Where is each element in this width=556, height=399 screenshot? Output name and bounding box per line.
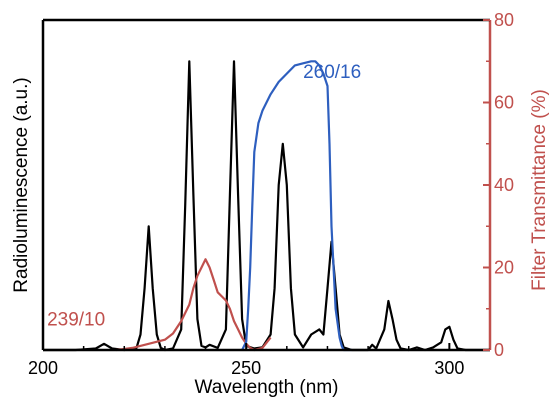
x-axis-ticks: 200 250 300 xyxy=(28,343,464,378)
y2-tick-label: 40 xyxy=(494,175,514,195)
annotation-260-16: 260/16 xyxy=(303,62,361,83)
x-tick-label: 200 xyxy=(28,358,58,378)
right-y-axis-title: Filter Transmittance (%) xyxy=(529,89,550,291)
annotation-239-10: 239/10 xyxy=(47,309,105,330)
y2-tick-label: 0 xyxy=(494,340,504,360)
left-y-axis-title: Radioluminescence (a.u.) xyxy=(11,77,32,292)
y2-tick-label: 60 xyxy=(494,93,514,113)
plot-marks xyxy=(43,60,490,352)
y2-tick-label: 80 xyxy=(494,10,514,30)
series-line-260-16 xyxy=(241,60,352,352)
x-tick-label: 250 xyxy=(231,358,261,378)
y2-tick-label: 20 xyxy=(494,258,514,278)
right-y-axis-ticks: 0 20 40 60 80 xyxy=(483,10,514,360)
x-tick-label: 300 xyxy=(434,358,464,378)
x-axis-title: Wavelength (nm) xyxy=(195,377,339,398)
